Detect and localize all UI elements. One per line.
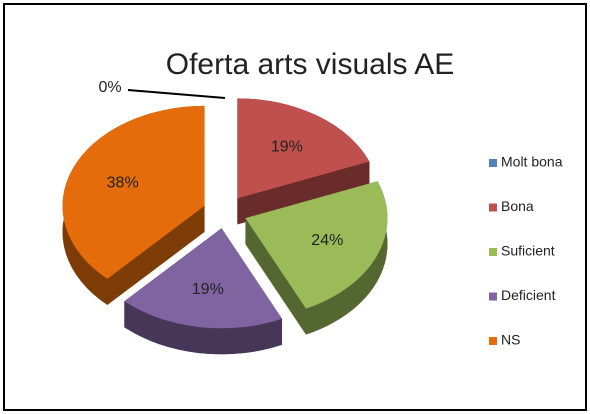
legend-swatch <box>489 159 497 167</box>
value-label: 0% <box>98 79 121 96</box>
legend-swatch <box>489 203 497 212</box>
slice <box>237 98 370 199</box>
value-label: 24% <box>311 232 343 249</box>
legend-label: Deficient <box>501 287 556 303</box>
slice <box>245 181 388 309</box>
value-labels: 0% 19% 24% 19% 38% <box>98 79 343 298</box>
value-label: 19% <box>192 281 224 298</box>
slice-rim <box>124 301 283 355</box>
slice <box>124 228 283 329</box>
slice-wall <box>245 218 306 335</box>
legend-swatch <box>489 248 497 256</box>
legend-label: Molt bona <box>501 154 563 170</box>
slice-wall <box>107 205 205 305</box>
value-label: 38% <box>107 174 139 191</box>
legend: Molt bona Bona Suficient Deficient NS <box>489 154 563 348</box>
value-label: 19% <box>271 138 303 155</box>
legend-label: Bona <box>501 198 534 214</box>
leader-line <box>127 89 226 99</box>
slice-wall <box>237 161 370 225</box>
legend-label: Suficient <box>501 243 555 259</box>
legend-label: NS <box>501 332 520 348</box>
slice <box>62 105 205 279</box>
chart-title: Oferta arts visuals AE <box>166 48 454 81</box>
legend-swatch <box>489 337 497 345</box>
pie-tops <box>62 98 388 329</box>
legend-swatch <box>489 292 497 301</box>
